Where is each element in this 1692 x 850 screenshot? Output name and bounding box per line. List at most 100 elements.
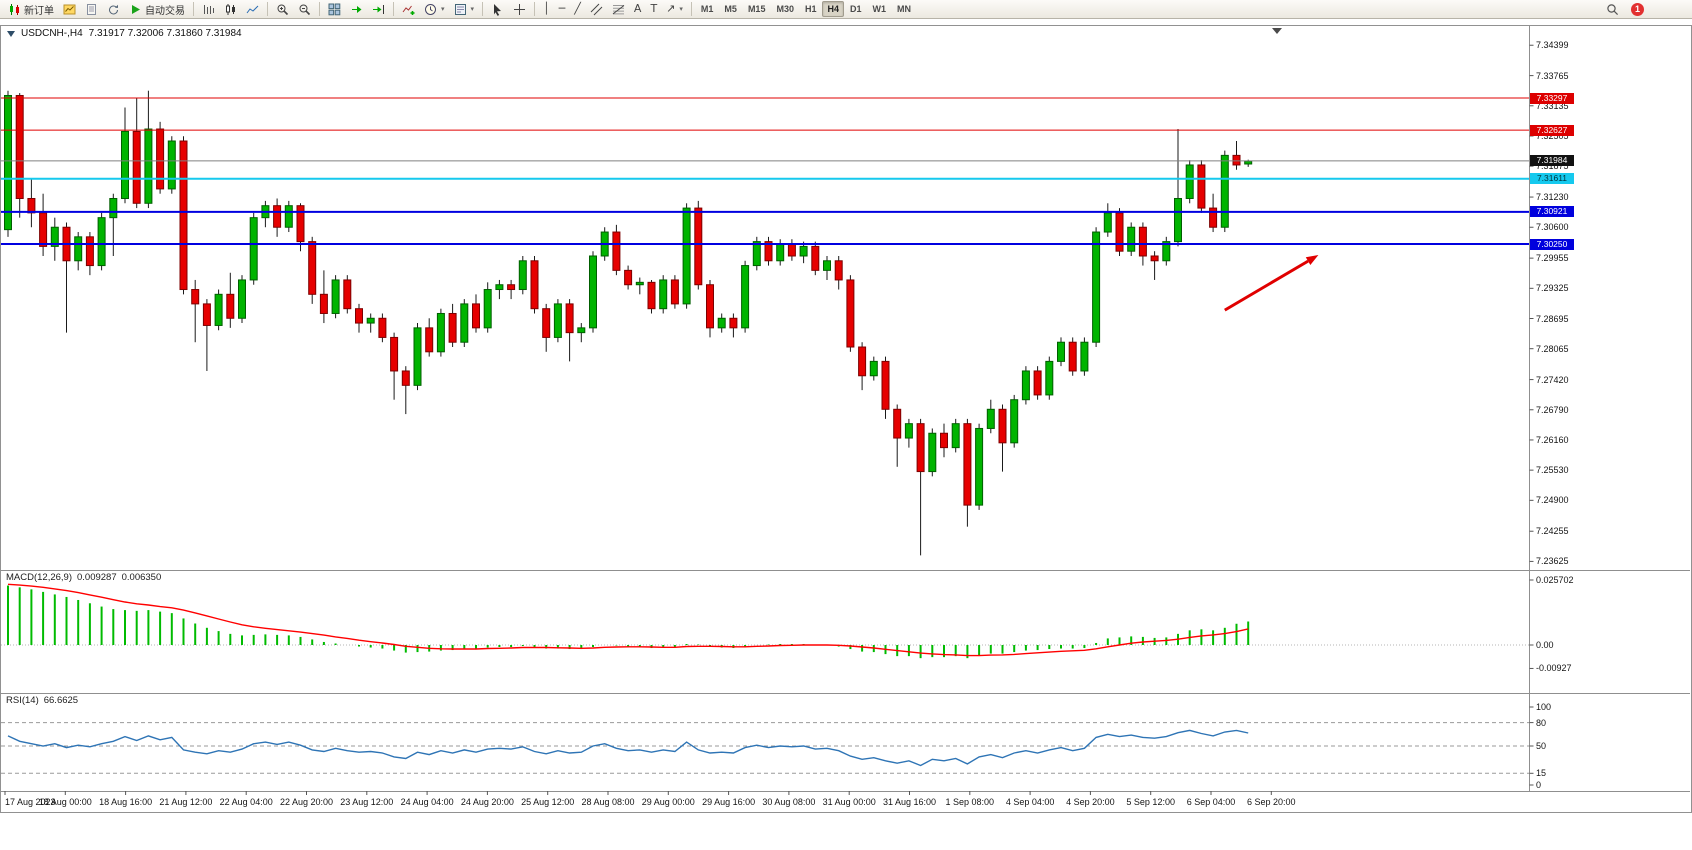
candle [975,427,984,506]
candle [1103,212,1112,233]
equidistant-channel-button[interactable] [586,0,607,18]
equidistant-channel-icon [590,3,603,16]
candle [27,197,36,214]
toolbar-right: 1 [1602,0,1688,18]
text-label-icon: T [650,2,658,15]
main-toolbar: 新订单 自动交易 ▾ ▾ │ ─ ╱ A T ↗ ▾ M1 M5 M15 M30 H1 H4 D1 W1 MN 1 [0,0,1692,19]
new-order-icon [8,3,21,16]
toolbar-separator [482,2,484,16]
candle [940,432,948,449]
chart-shift-button[interactable] [368,0,389,18]
auto-trading-button[interactable]: 自动交易 [125,0,189,18]
arrows-button[interactable]: ↗ ▾ [662,0,687,18]
candlestick-chart-button[interactable] [220,0,241,18]
candle [565,303,574,334]
candle [121,130,129,199]
toolbar-separator [690,2,692,16]
timeframe-w1[interactable]: W1 [872,4,887,14]
chart-shift-icon [372,3,385,16]
auto-scroll-button[interactable] [346,0,367,18]
candle [1092,231,1101,343]
candle [202,303,211,326]
profiles-button[interactable] [81,0,102,18]
horizontal-line-button[interactable]: ─ [555,0,570,18]
chart-shift-marker[interactable] [1272,28,1282,34]
bar-chart-button[interactable] [198,0,219,18]
search-icon [1606,3,1619,16]
candle [858,346,867,377]
candle [1244,160,1253,165]
candle [1033,370,1042,396]
text-icon: A [633,2,642,15]
new-chart-button[interactable] [59,0,80,18]
candle [834,260,843,281]
indicators-button[interactable] [398,0,419,18]
macd-value-signal: 0.006350 [121,572,162,583]
candle [448,312,457,343]
cursor-button[interactable] [487,0,508,18]
templates-dropdown-arrow[interactable]: ▾ [470,6,475,13]
timeframe-m5[interactable]: M5 [724,4,737,14]
search-button[interactable] [1602,0,1623,18]
candle [472,303,480,329]
text-label-button[interactable]: T [646,0,661,18]
text-button[interactable]: A [630,0,646,18]
trendline-button[interactable]: ╱ [570,0,585,18]
zoom-out-button[interactable] [294,0,315,18]
profiles-icon [85,3,98,16]
timeframe-mn[interactable]: MN [897,4,912,14]
trend-arrow[interactable] [1224,259,1309,312]
candle [39,212,48,247]
new-order-label: 新订单 [24,5,54,17]
timeframe-h4[interactable]: H4 [822,1,844,17]
trend-arrow-head[interactable] [1305,255,1319,265]
templates-button[interactable]: ▾ [450,0,479,18]
candle [97,217,106,267]
candle [846,279,855,348]
candle [518,260,527,291]
candle [577,327,586,334]
candle [378,317,387,338]
notification-badge[interactable]: 1 [1631,2,1644,16]
timeframe-m30[interactable]: M30 [776,4,794,14]
periods-dropdown-arrow[interactable]: ▾ [441,6,445,13]
one-click-trading-toggle[interactable] [7,30,15,37]
timeframe-m15[interactable]: M15 [747,4,766,14]
fibonacci-button[interactable] [608,0,629,18]
candle [752,241,761,267]
zoom-in-button[interactable] [272,0,293,18]
refresh-button[interactable] [103,0,124,18]
auto-scroll-icon [350,3,363,16]
line-chart-button[interactable] [242,0,263,18]
timeframe-m1[interactable]: M1 [700,4,714,14]
arrows-icon: ↗ [666,2,676,15]
candle [1209,207,1218,228]
vertical-line-button[interactable]: │ [539,0,554,18]
auto-trading-icon [129,3,142,16]
timeframe-h1[interactable]: H1 [804,4,817,14]
tile-windows-button[interactable] [324,0,345,18]
candle [542,308,551,338]
candle [460,303,469,343]
candle [343,279,352,310]
candle [1057,341,1065,362]
periods-button[interactable]: ▾ [420,0,449,18]
timeframe-d1[interactable]: D1 [850,4,862,14]
candle [331,279,340,314]
new-order-button[interactable]: 新订单 [4,0,58,18]
candle [273,205,282,228]
cursor-icon [491,3,504,16]
candle [659,279,668,310]
candle [776,243,785,262]
arrows-dropdown-arrow[interactable]: ▾ [679,6,683,13]
candle [1232,154,1241,166]
candle [1220,154,1229,228]
candle [916,423,925,473]
candle [1045,360,1054,396]
candle [85,236,94,267]
candle [729,317,738,329]
toolbar-separator [393,2,394,16]
crosshair-button[interactable] [509,0,530,18]
candle [1162,241,1171,262]
